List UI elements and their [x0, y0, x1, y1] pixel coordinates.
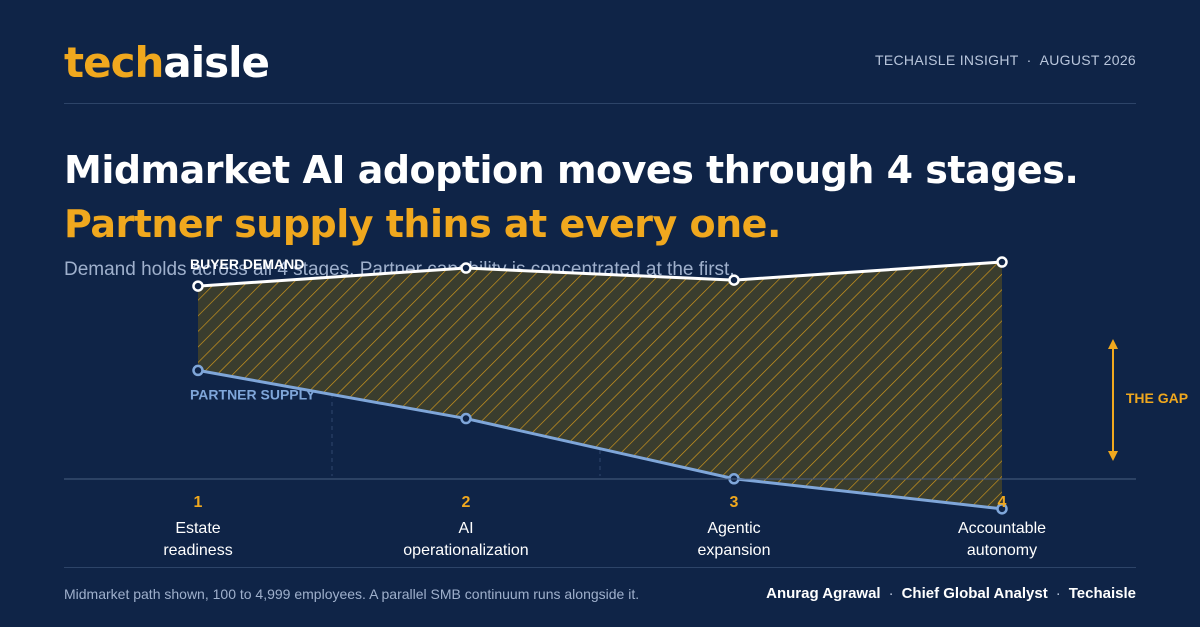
logo-part-aisle: aisle: [163, 38, 270, 87]
gap-arrow-head-down: [1108, 451, 1118, 461]
headline-line-1: Midmarket AI adoption moves through 4 st…: [64, 148, 1079, 192]
date-label: AUGUST 2026: [1039, 52, 1136, 68]
stage-3: 3 Agentic expansion: [634, 494, 834, 562]
demand-point-1: [192, 280, 204, 292]
bottom-divider: [64, 567, 1136, 568]
demand-point-2: [460, 262, 472, 274]
headline-line-2: Partner supply thins at every one.: [64, 202, 781, 246]
stage-number: 1: [193, 494, 203, 511]
author-name: Anurag Agrawal: [766, 585, 881, 602]
gap-annotation-label: THE GAP: [1126, 390, 1188, 406]
stage-number: 3: [729, 494, 739, 511]
supply-series-label: PARTNER SUPPLY: [190, 386, 316, 402]
gap-area: [198, 262, 1002, 509]
stage-label: Agentic expansion: [697, 520, 771, 559]
insight-label: TECHAISLE INSIGHT: [875, 52, 1019, 68]
supply-point-4: [996, 503, 1008, 515]
supply-line: [197, 368, 1003, 511]
top-divider: [64, 103, 1136, 104]
stage-number: 4: [997, 494, 1007, 511]
stage-4: 4 Accountable autonomy: [902, 494, 1102, 562]
byline-separator: ·: [1055, 585, 1061, 602]
logo-part-tech: tech: [64, 38, 164, 87]
header-meta: TECHAISLE INSIGHT · AUGUST 2026: [875, 52, 1136, 68]
byline-separator: ·: [888, 585, 894, 602]
stage-2: 2 AI operationalization: [366, 494, 566, 562]
stage-number: 2: [461, 494, 471, 511]
stage-1: 1 Estate readiness: [98, 494, 298, 562]
stage-label: AI operationalization: [403, 520, 529, 559]
demand-series-label: BUYER DEMAND: [190, 256, 304, 272]
header-separator: ·: [1026, 52, 1032, 68]
organization: Techaisle: [1068, 585, 1136, 602]
footnote: Midmarket path shown, 100 to 4,999 emplo…: [64, 586, 640, 602]
byline: Anurag Agrawal · Chief Global Analyst · Tech…: [766, 585, 1136, 602]
supply-point-2: [460, 412, 472, 425]
techaisle-logo: techaisle: [64, 38, 270, 87]
demand-point-3: [728, 274, 740, 286]
stage-label: Estate readiness: [163, 520, 233, 559]
demand-point-4: [996, 256, 1008, 268]
demand-line: [197, 260, 1003, 288]
gap-arrow-head-up: [1108, 339, 1118, 349]
author-role: Chief Global Analyst: [901, 585, 1048, 602]
stage-label: Accountable autonomy: [957, 520, 1047, 559]
supply-point-1: [192, 364, 204, 377]
